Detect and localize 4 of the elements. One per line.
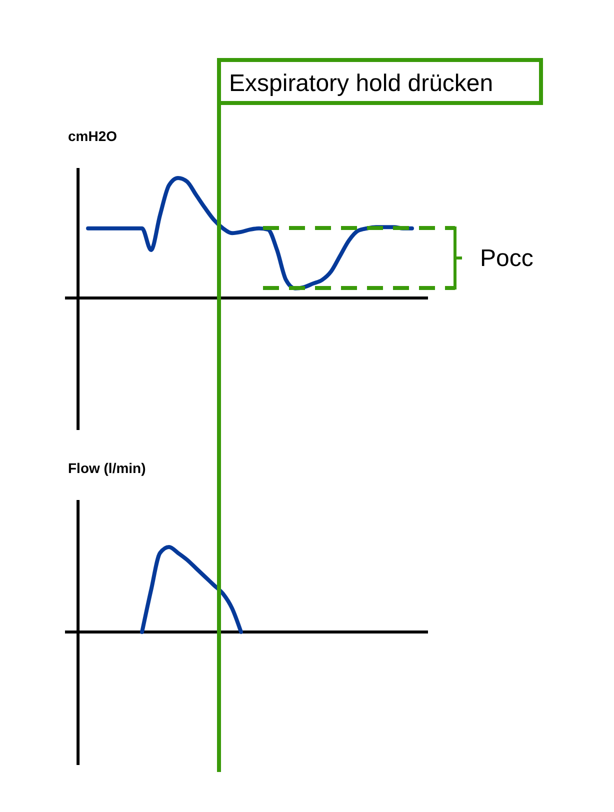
text: Pocc xyxy=(480,245,534,272)
y-axis-title: Flow (l/min) xyxy=(68,460,146,476)
y-axis-title: cmH2O xyxy=(68,128,118,144)
text: Exspiratory hold drücken xyxy=(229,70,494,97)
